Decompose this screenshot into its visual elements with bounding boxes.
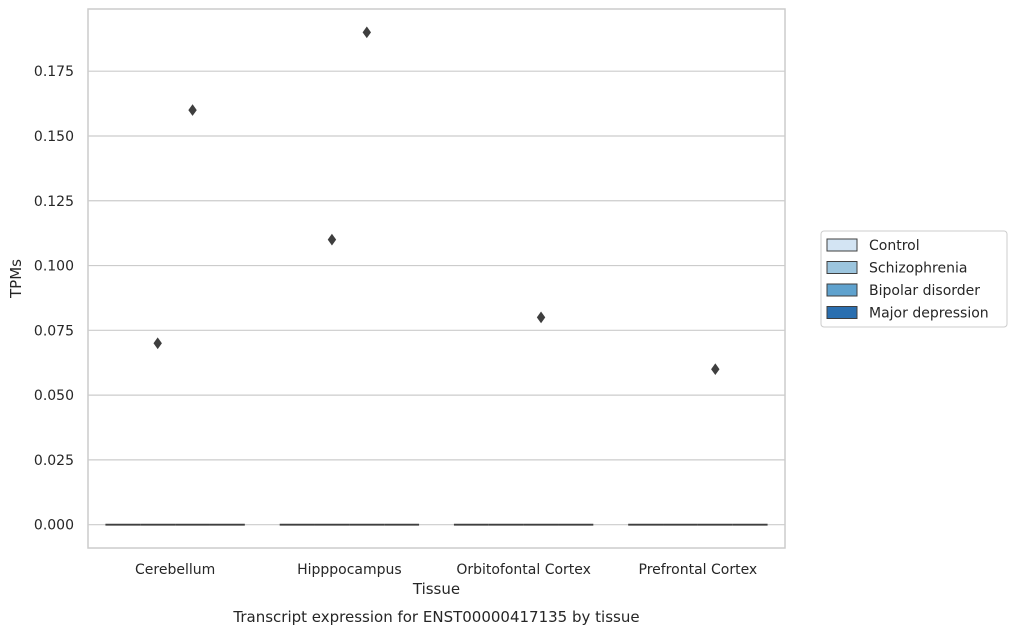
y-tick-label: 0.100 — [34, 259, 74, 275]
x-tick-label: Prefrontal Cortex — [639, 562, 758, 578]
legend-swatch — [826, 238, 858, 252]
legend-frame — [820, 230, 1008, 328]
x-tick-label: Orbitofontal Cortex — [456, 562, 591, 578]
outlier-point — [711, 363, 720, 376]
legend-label: Major depression — [869, 306, 989, 322]
grid-layer — [88, 70, 785, 526]
y-tick-label: 0.000 — [34, 518, 74, 534]
outlier-point — [327, 233, 337, 246]
legend-label: Control — [869, 238, 920, 254]
x-tick-label: Cerebellum — [135, 562, 215, 578]
x-axis-label: Tissue — [412, 580, 460, 598]
outlier-point — [536, 311, 546, 324]
legend: Control Schizophrenia Bipolar disorder Majo… — [820, 230, 1008, 328]
outlier-point — [153, 337, 162, 350]
outlier-point — [362, 26, 372, 39]
legend-swatch — [826, 261, 858, 274]
y-tick-label: 0.175 — [34, 64, 74, 80]
legend-label: Bipolar disorder — [869, 283, 980, 299]
x-tick-label: Hipppocampus — [297, 562, 402, 578]
y-tick-label: 0.125 — [34, 194, 74, 210]
y-tick-label: 0.150 — [34, 129, 74, 145]
y-tick-label: 0.050 — [34, 388, 74, 404]
outlier-layer — [153, 26, 720, 376]
chart-caption: Transcript expression for ENST0000041713… — [232, 608, 639, 626]
y-tick-label: 0.075 — [34, 323, 74, 339]
x-axis-ticks: Cerebellum Hipppocampus Orbitofontal Corte… — [135, 562, 757, 578]
y-tick-label: 0.025 — [34, 453, 74, 469]
outlier-point — [188, 104, 197, 116]
plot-frame — [87, 8, 786, 549]
legend-swatch — [826, 283, 858, 297]
legend-swatch — [826, 306, 858, 319]
legend-label: Schizophrenia — [869, 261, 967, 277]
y-axis-ticks: 0.000 0.025 0.050 0.075 0.100 0.125 0.150 0.175 — [34, 64, 74, 533]
y-axis-label: TPMs — [7, 259, 25, 299]
